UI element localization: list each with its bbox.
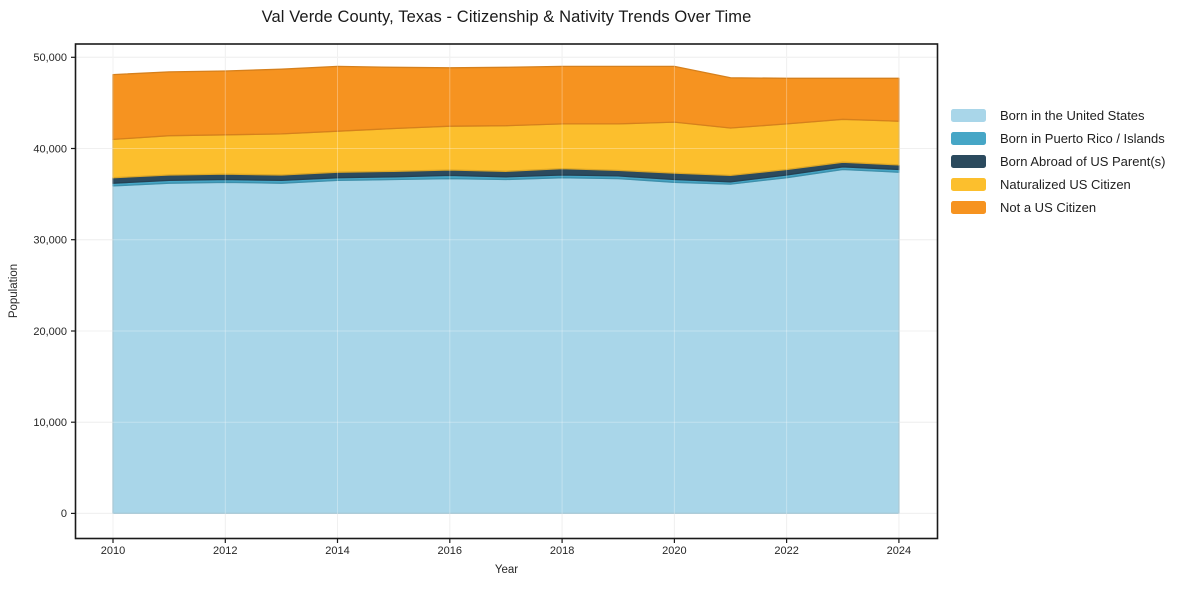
x-tick-label: 2022 bbox=[774, 545, 798, 557]
stacked-areas bbox=[112, 65, 900, 515]
y-tick-label: 10,000 bbox=[33, 417, 67, 429]
legend-label: Not a US Citizen bbox=[1000, 200, 1097, 215]
legend-swatch bbox=[951, 201, 986, 214]
legend-item-born-in-the-united-states: Born in the United States bbox=[951, 104, 1165, 127]
x-tick-label: 2010 bbox=[101, 545, 125, 557]
legend-item-not-a-us-citizen: Not a US Citizen bbox=[951, 196, 1165, 219]
legend-item-born-in-puerto-rico-islands: Born in Puerto Rico / Islands bbox=[951, 127, 1165, 150]
x-tick-label: 2016 bbox=[438, 545, 462, 557]
y-tick-label: 20,000 bbox=[33, 326, 67, 338]
legend: Born in the United States Born in Puerto … bbox=[951, 104, 1165, 219]
gridlines-over bbox=[75, 44, 938, 539]
not-a-us-citizen-area bbox=[112, 65, 900, 141]
legend-label: Born in Puerto Rico / Islands bbox=[1000, 131, 1165, 146]
x-tick-label: 2012 bbox=[213, 545, 237, 557]
legend-swatch bbox=[951, 132, 986, 145]
y-tick-label: 30,000 bbox=[33, 235, 67, 247]
y-tick-label: 50,000 bbox=[33, 52, 67, 64]
legend-swatch bbox=[951, 178, 986, 191]
born-in-the-united-states-area bbox=[112, 168, 900, 515]
legend-item-naturalized-us-citizen: Naturalized US Citizen bbox=[951, 173, 1165, 196]
plot-border bbox=[74, 43, 939, 540]
y-tick-label: 40,000 bbox=[33, 143, 67, 155]
axis-ticks bbox=[71, 56, 900, 543]
x-tick-label: 2020 bbox=[662, 545, 686, 557]
legend-label: Born Abroad of US Parent(s) bbox=[1000, 154, 1166, 169]
legend-swatch bbox=[951, 155, 986, 168]
x-tick-label: 2014 bbox=[325, 545, 349, 557]
x-tick-label: 2024 bbox=[887, 545, 911, 557]
y-tick-label: 0 bbox=[61, 508, 67, 520]
x-axis-label: Year bbox=[494, 564, 519, 576]
legend-item-born-abroad-of-us-parent-s: Born Abroad of US Parent(s) bbox=[951, 150, 1165, 173]
chart-title: Val Verde County, Texas - Citizenship & … bbox=[261, 8, 752, 26]
tick-labels: 2010 2012 2014 2016 2018 2020 2022 2024 0 10,000 2… bbox=[33, 52, 911, 557]
legend-label: Naturalized US Citizen bbox=[1000, 177, 1131, 192]
legend-label: Born in the United States bbox=[1000, 108, 1145, 123]
x-tick-label: 2018 bbox=[550, 545, 574, 557]
legend-swatch bbox=[951, 109, 986, 122]
